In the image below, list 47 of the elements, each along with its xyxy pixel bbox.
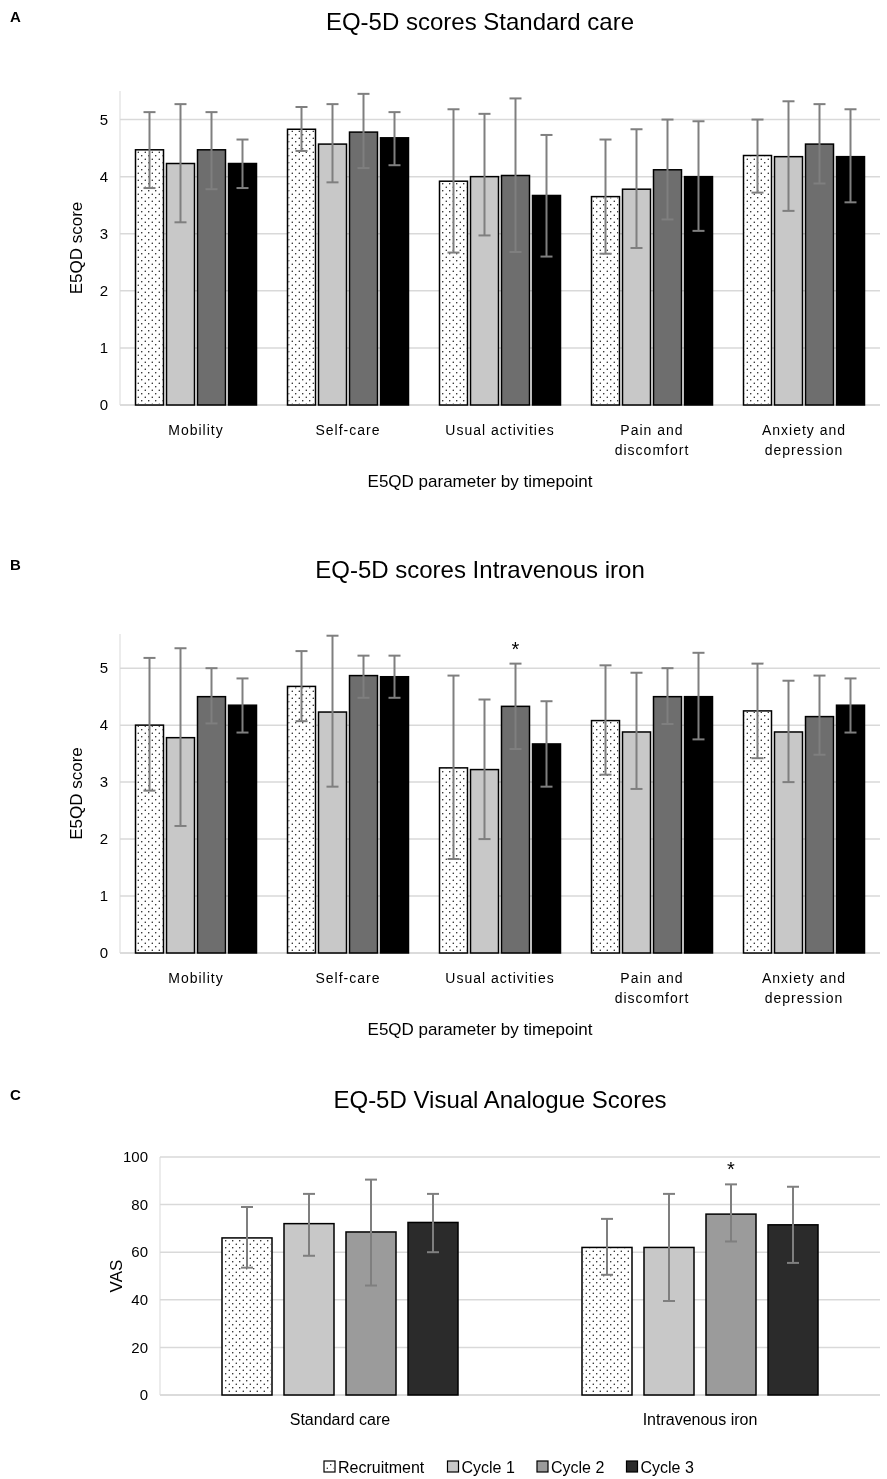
x-axis-title: E5QD parameter by timepoint — [367, 472, 593, 491]
y-tick-label: 60 — [131, 1243, 148, 1261]
text: A — [10, 8, 21, 25]
text: B — [10, 556, 21, 573]
x-tick-label: Mobility — [168, 422, 224, 438]
chart-title: EQ-5D scores Standard care — [325, 8, 635, 35]
y-tick-label: 80 — [131, 1195, 148, 1213]
y-tick-label: 5 — [99, 110, 108, 128]
x-tick-label: Anxiety and depression — [761, 422, 847, 458]
y-tick-label: 100 — [122, 1148, 148, 1166]
y-tick-label: 20 — [131, 1338, 148, 1356]
x-tick-label: Mobility — [168, 970, 224, 986]
legend-label: Cycle 2 — [551, 1458, 605, 1476]
legend-label: Recruitment — [338, 1458, 425, 1476]
y-tick-label: 0 — [99, 396, 108, 414]
y-tick-label: 0 — [99, 944, 108, 962]
annotation: * — [511, 637, 520, 660]
y-tick-label: 2 — [99, 282, 108, 300]
x-tick-label: Self-care — [315, 970, 381, 986]
x-tick-label: Usual activities — [445, 970, 555, 986]
text: C — [10, 1086, 21, 1103]
y-tick-label: 3 — [99, 224, 108, 242]
y-axis-title: E5QD score — [67, 747, 86, 840]
y-tick-label: 4 — [99, 167, 108, 185]
y-tick-label: 0 — [139, 1386, 148, 1404]
y-axis-title: E5QD score — [67, 201, 86, 295]
x-tick-label: Intravenous iron — [642, 1411, 758, 1428]
x-tick-label: Standard care — [289, 1411, 391, 1428]
y-tick-label: 2 — [99, 830, 108, 848]
x-axis-title: E5QD parameter by timepoint — [367, 1020, 593, 1039]
x-tick-label: Usual activities — [445, 422, 555, 438]
x-tick-label: Self-care — [315, 422, 381, 438]
x-tick-label: Pain and discomfort — [614, 970, 690, 1006]
y-tick-label: 1 — [99, 887, 108, 905]
chart-title: EQ-5D scores Intravenous iron — [315, 556, 645, 583]
legend-label: Cycle 3 — [640, 1458, 694, 1476]
y-tick-label: 5 — [99, 659, 108, 677]
y-tick-label: 3 — [99, 773, 108, 791]
y-tick-label: 1 — [99, 339, 108, 357]
y-tick-label: 4 — [99, 716, 108, 734]
y-axis-title: VAS — [107, 1259, 126, 1293]
legend-label: Cycle 1 — [461, 1458, 515, 1476]
x-tick-label: Anxiety and depression — [761, 970, 847, 1006]
annotation: * — [727, 1158, 736, 1181]
chart-title: EQ-5D Visual Analogue Scores — [333, 1086, 667, 1113]
y-tick-label: 40 — [131, 1291, 148, 1309]
x-tick-label: Pain and discomfort — [614, 422, 690, 458]
